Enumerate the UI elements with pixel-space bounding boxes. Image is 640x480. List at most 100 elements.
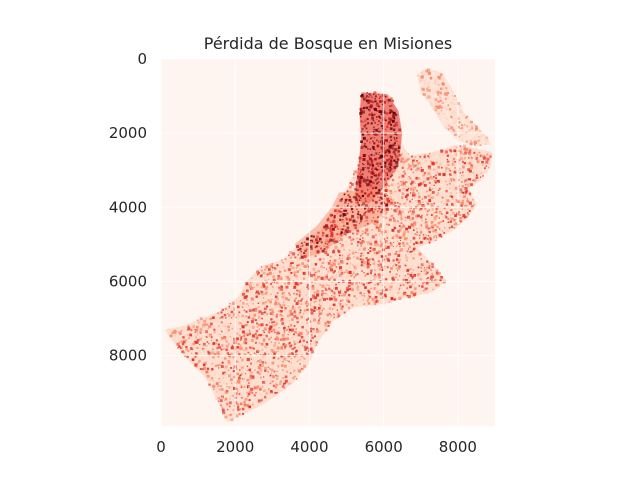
heatmap-cell xyxy=(400,160,403,163)
heatmap-cell xyxy=(412,257,415,260)
heatmap-cell xyxy=(467,124,470,126)
heatmap-cell xyxy=(376,182,379,185)
heatmap-cell xyxy=(294,330,297,334)
heatmap-cell xyxy=(419,231,423,234)
heatmap-cell xyxy=(414,164,417,167)
heatmap-cell xyxy=(372,93,375,96)
heatmap-cell xyxy=(346,230,349,234)
heatmap-cell xyxy=(369,105,372,109)
heatmap-cell xyxy=(332,271,335,274)
heatmap-cell xyxy=(387,223,390,226)
heatmap-cell xyxy=(362,157,366,161)
heatmap-cell xyxy=(335,306,339,309)
heatmap-cell xyxy=(319,297,321,299)
heatmap-cell xyxy=(451,130,454,133)
heatmap-cell xyxy=(321,230,324,233)
heatmap-cell xyxy=(431,275,435,279)
heatmap-cell xyxy=(202,342,206,346)
heatmap-cell xyxy=(366,241,370,245)
heatmap-cell xyxy=(251,325,255,329)
heatmap-cell xyxy=(331,281,333,283)
heatmap-cell xyxy=(458,159,461,162)
heatmap-cell xyxy=(444,201,446,204)
heatmap-cell xyxy=(424,220,428,224)
heatmap-cell xyxy=(276,292,279,294)
heatmap-cell xyxy=(229,303,231,305)
heatmap-cell xyxy=(330,277,332,279)
heatmap-cell xyxy=(374,295,378,299)
heatmap-cell xyxy=(280,364,284,367)
heatmap-cell xyxy=(453,149,457,153)
heatmap-cell xyxy=(212,364,214,366)
heatmap-cell xyxy=(472,153,476,157)
heatmap-cell xyxy=(441,102,443,104)
heatmap-cell xyxy=(240,296,242,298)
heatmap-cell xyxy=(250,334,252,336)
heatmap-cell xyxy=(396,283,400,286)
heatmap-cell xyxy=(293,355,296,358)
heatmap-cell xyxy=(351,251,355,255)
heatmap-cell xyxy=(182,340,186,344)
heatmap-cell xyxy=(468,174,471,177)
heatmap-cell xyxy=(447,221,450,224)
heatmap-cell xyxy=(425,98,428,101)
heatmap-cell xyxy=(233,336,235,338)
heatmap-cell xyxy=(243,360,245,362)
heatmap-cell xyxy=(238,311,241,314)
heatmap-cell xyxy=(454,95,456,97)
heatmap-cell xyxy=(407,168,409,170)
heatmap-cell xyxy=(381,208,384,211)
heatmap-cell xyxy=(246,334,249,337)
heatmap-cell xyxy=(268,367,271,370)
heatmap-cell xyxy=(250,326,253,329)
heatmap-cell xyxy=(311,350,314,354)
heatmap-cell xyxy=(245,295,248,298)
heatmap-cell xyxy=(419,178,421,181)
heatmap-cell xyxy=(445,167,448,170)
heatmap-cell xyxy=(209,378,213,381)
heatmap-cell xyxy=(403,247,405,250)
heatmap-cell xyxy=(401,263,404,265)
heatmap-cell xyxy=(318,237,322,241)
heatmap-cell xyxy=(314,335,316,338)
heatmap-cell xyxy=(187,325,190,328)
heatmap-cell xyxy=(479,144,482,146)
heatmap-cell xyxy=(189,333,193,337)
heatmap-cell xyxy=(279,380,282,383)
heatmap-cell xyxy=(329,314,333,317)
heatmap-cell xyxy=(373,91,377,95)
heatmap-cell xyxy=(207,350,210,353)
heatmap-cell xyxy=(274,345,278,349)
heatmap-cell xyxy=(372,228,376,232)
heatmap-cell xyxy=(181,350,184,354)
heatmap-cell xyxy=(348,305,351,309)
heatmap-cell xyxy=(326,226,329,229)
heatmap-cell xyxy=(457,211,460,213)
heatmap-cell xyxy=(314,283,318,287)
heatmap-cell xyxy=(310,334,313,336)
heatmap-cell xyxy=(300,270,304,274)
heatmap-cell xyxy=(440,111,443,114)
heatmap-cell xyxy=(275,383,278,386)
heatmap-cell xyxy=(410,168,413,171)
heatmap-cell xyxy=(216,363,218,365)
heatmap-cell xyxy=(333,313,335,315)
heatmap-cell xyxy=(257,366,261,370)
heatmap-cell xyxy=(226,352,229,355)
heatmap-cell xyxy=(272,318,274,320)
heatmap-cell xyxy=(227,342,230,345)
heatmap-cell xyxy=(466,115,469,118)
heatmap-cell xyxy=(364,204,368,208)
heatmap-cell xyxy=(333,216,336,219)
heatmap-cell xyxy=(195,336,197,339)
heatmap-cell xyxy=(423,172,426,175)
heatmap-cell xyxy=(240,386,243,389)
heatmap-cell xyxy=(374,275,377,278)
heatmap-cell xyxy=(270,323,272,325)
heatmap-cell xyxy=(307,331,310,334)
heatmap-cell xyxy=(360,296,362,298)
heatmap-cell xyxy=(177,347,179,349)
heatmap-cell xyxy=(261,347,264,350)
heatmap-cell xyxy=(345,251,348,254)
heatmap-cell xyxy=(418,252,422,256)
